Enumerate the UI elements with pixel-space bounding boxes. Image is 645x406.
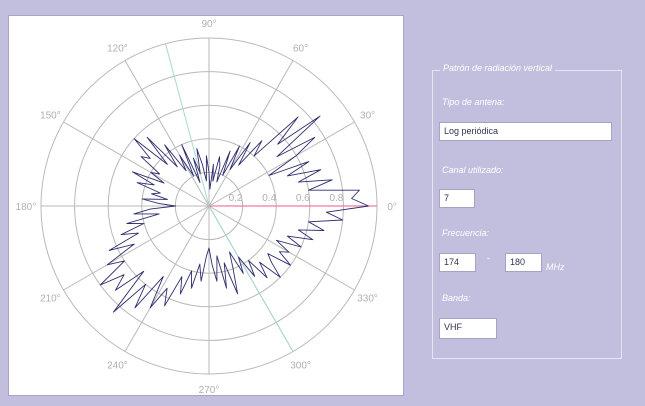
angle-tick-label: 30° [360, 110, 375, 121]
antenna-type-label: Tipo de antena: [442, 97, 505, 107]
grid-spoke [63, 205, 210, 291]
channel-field[interactable]: 7 [439, 189, 475, 208]
angle-tick-label: 150° [40, 110, 61, 121]
angle-tick-label: 120° [107, 43, 128, 54]
angle-tick-label: 90° [201, 19, 216, 30]
grid-spoke [63, 121, 210, 207]
frequency-label: Frecuencia: [442, 228, 490, 238]
frequency-separator: - [487, 253, 490, 263]
radial-tick-label: 0.8 [329, 193, 343, 204]
angle-tick-label: 180° [16, 202, 37, 213]
band-field[interactable]: VHF [439, 318, 497, 339]
grid-spoke [124, 60, 210, 207]
grid-spoke [124, 205, 210, 352]
grid-spoke [208, 121, 355, 207]
group-title: Patrón de radiación vertical [440, 63, 556, 73]
angle-tick-label: 210° [40, 294, 61, 305]
frequency-to-field[interactable]: 180 [505, 253, 542, 272]
radiation-pattern-group [432, 70, 622, 359]
angle-tick-label: 0° [387, 202, 397, 213]
polar-radiation-chart: 0.2 0.4 0.6 0.8 0° 30° 60° 90° 120° 150° 180° 210° 2… [16, 19, 397, 395]
angle-tick-label: 240° [107, 361, 128, 372]
radial-tick-label: 0.6 [296, 193, 310, 204]
frequency-from-field[interactable]: 174 [439, 253, 476, 272]
band-label: Banda: [442, 293, 471, 303]
frequency-unit: MHz [546, 262, 565, 272]
antenna-type-field[interactable]: Log periódica [439, 122, 612, 141]
grid-spoke [208, 205, 355, 291]
angle-tick-label: 60° [293, 43, 308, 54]
polar-plot-panel: 0.2 0.4 0.6 0.8 0° 30° 60° 90° 120° 150° 180° 210° 2… [8, 15, 404, 396]
angle-tick-label: 330° [357, 294, 378, 305]
angle-tick-label: 300° [290, 361, 311, 372]
grid-spoke [208, 60, 294, 207]
angle-tick-label: 270° [199, 385, 220, 395]
radial-tick-label: 0.4 [262, 193, 276, 204]
radial-tick-label: 0.2 [229, 193, 243, 204]
channel-label: Canal utilizado: [442, 165, 504, 175]
beam-line [165, 43, 210, 207]
beam-line [208, 205, 294, 352]
radiation-pattern-trace [99, 115, 369, 313]
